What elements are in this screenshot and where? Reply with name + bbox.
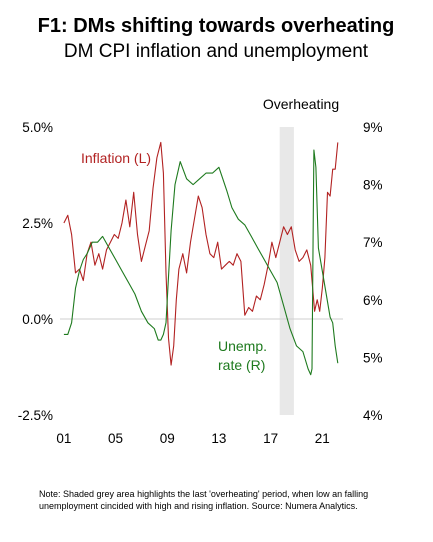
right-axis-ticks: 4% 5% 6% 7% 8% 9% [363,120,383,423]
x-axis-ticks: 01 05 09 13 17 21 [56,431,329,446]
right-tick-label: 7% [363,235,383,250]
right-tick-label: 8% [363,178,383,193]
x-tick-label: 17 [263,431,278,446]
inflation-series-label: Inflation (L) [81,150,151,166]
left-axis-ticks: -2.5% 0.0% 2.5% 5.0% [18,120,53,423]
series-line-inflation [63,141,339,366]
x-tick-label: 05 [108,431,123,446]
x-tick-label: 09 [160,431,175,446]
left-tick-label: -2.5% [18,408,53,423]
right-tick-label: 9% [363,120,383,135]
unemployment-series-label-line1: Unemp. [218,338,267,354]
x-tick-label: 13 [211,431,226,446]
shaded-region-label: Overheating [263,96,339,112]
chart-note-line2: unemployment cincided with high and risi… [39,501,358,511]
left-tick-label: 2.5% [22,216,53,231]
shaded-region-group [279,127,294,415]
chart-note-line1: Note: Shaded grey area highlights the la… [39,489,368,499]
right-tick-label: 6% [363,293,383,308]
series-group [63,141,339,376]
shaded-region [279,127,294,415]
right-tick-label: 5% [363,350,383,365]
right-tick-label: 4% [363,408,383,423]
x-tick-label: 01 [56,431,71,446]
chart-subtitle: DM CPI inflation and unemployment [64,41,369,62]
unemployment-series-label-line2: rate (R) [218,357,265,373]
chart-title: F1: DMs shifting towards overheating [38,15,395,37]
left-tick-label: 0.0% [22,312,53,327]
left-tick-label: 5.0% [22,120,53,135]
x-tick-label: 21 [315,431,330,446]
series-line-unemployment [63,149,339,376]
